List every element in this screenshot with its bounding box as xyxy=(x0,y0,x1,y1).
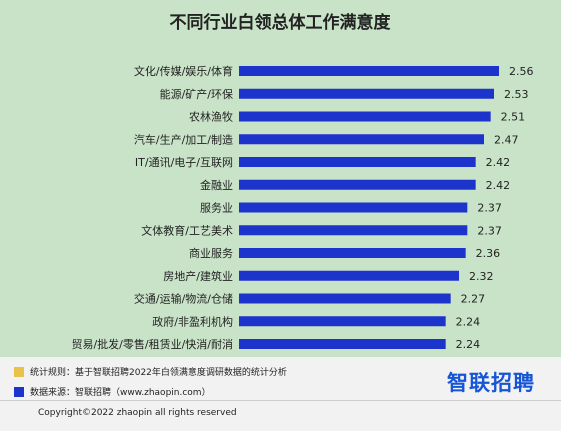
legend-swatch-blue xyxy=(14,386,24,397)
footer-divider xyxy=(0,400,561,401)
copyright-text: Copyright©2022 zhaopin all rights reserv… xyxy=(38,408,237,418)
value-label: 2.36 xyxy=(476,247,501,260)
value-label: 2.24 xyxy=(456,338,481,351)
category-label: IT/通讯/电子/互联网 xyxy=(135,156,233,169)
bar-chart: 不同行业白领总体工作满意度 文化/传媒/娱乐/体育 2.56 能源/矿产/环保 2.5… xyxy=(71,12,534,351)
bar xyxy=(239,339,446,349)
bar xyxy=(239,134,484,145)
value-label: 2.37 xyxy=(477,202,502,215)
category-label: 文体教育/工艺美术 xyxy=(141,223,233,237)
footer: 统计规则：基于智联招聘2022年白领满意度调研数据的统计分析 数据来源：智联招聘… xyxy=(0,357,561,431)
bar xyxy=(239,316,446,327)
value-label: 2.27 xyxy=(461,293,486,306)
bar xyxy=(239,88,494,99)
legend-rule-text: 统计规则：基于智联招聘2022年白领满意度调研数据的统计分析 xyxy=(30,368,287,378)
bar xyxy=(239,157,476,167)
legend-source-text: 数据来源：智联招聘（www.zhaopin.com） xyxy=(30,388,211,398)
value-label: 2.51 xyxy=(501,111,525,124)
category-label: 文化/传媒/娱乐/体育 xyxy=(134,64,233,78)
value-label: 2.24 xyxy=(456,315,481,328)
bar xyxy=(239,225,468,236)
value-label: 2.42 xyxy=(486,156,511,169)
category-label: 服务业 xyxy=(200,202,233,215)
bar xyxy=(239,111,491,122)
value-label: 2.42 xyxy=(486,179,511,192)
legend-swatch-yellow xyxy=(14,366,24,377)
bar xyxy=(239,293,451,304)
category-label: 金融业 xyxy=(200,178,233,192)
bar xyxy=(239,66,499,76)
value-label: 2.32 xyxy=(469,270,494,283)
bars-group: 文化/传媒/娱乐/体育 2.56 能源/矿产/环保 2.53 农林渔牧 2.51 汽车/生产… xyxy=(71,64,533,351)
value-label: 2.56 xyxy=(509,65,534,78)
value-label: 2.53 xyxy=(504,88,529,101)
category-label: 能源/矿产/环保 xyxy=(160,87,233,101)
bar xyxy=(239,179,476,190)
category-label: 汽车/生产/加工/制造 xyxy=(134,132,233,146)
category-label: 贸易/批发/零售/租赁业/快消/耐消 xyxy=(71,337,233,351)
category-label: 交通/运输/物流/仓储 xyxy=(134,292,233,306)
bar xyxy=(239,202,468,213)
chart-title: 不同行业白领总体工作满意度 xyxy=(170,12,392,33)
category-label: 政府/非盈利机构 xyxy=(152,314,233,328)
legend-source: 数据来源：智联招聘（www.zhaopin.com） xyxy=(14,385,211,398)
category-label: 农林渔牧 xyxy=(189,110,233,124)
zhaopin-logo: 智联招聘 xyxy=(447,371,535,395)
value-label: 2.37 xyxy=(477,224,502,237)
legend-rule: 统计规则：基于智联招聘2022年白领满意度调研数据的统计分析 xyxy=(14,365,287,378)
bar xyxy=(239,248,466,258)
category-label: 商业服务 xyxy=(189,246,233,260)
value-label: 2.47 xyxy=(494,133,519,146)
bar xyxy=(239,270,459,281)
category-label: 房地产/建筑业 xyxy=(163,269,233,283)
